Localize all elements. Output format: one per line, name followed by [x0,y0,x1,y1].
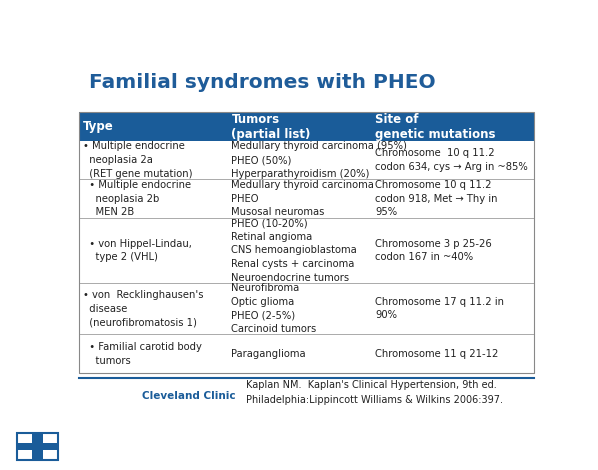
Text: Site of
genetic mutations: Site of genetic mutations [375,113,496,141]
Text: Type: Type [83,120,114,133]
Text: Chromosome 10 q 11.2
codon 918, Met → Thy in
95%: Chromosome 10 q 11.2 codon 918, Met → Th… [375,180,498,218]
Text: Kaplan NM.  Kaplan's Clinical Hypertension, 9th ed.
Philadelphia:Lippincott Will: Kaplan NM. Kaplan's Clinical Hypertensio… [246,380,504,405]
Text: • Multiple endocrine
    neoplasia 2b
    MEN 2B: • Multiple endocrine neoplasia 2b MEN 2B [83,180,191,218]
Bar [80,112,533,141]
Text: Medullary thyroid carcinoma (95%)
PHEO (50%)
Hyperparathyroidism (20%): Medullary thyroid carcinoma (95%) PHEO (… [231,141,407,179]
Bar [32,432,43,460]
Bar [17,443,57,450]
Text: Paraganglioma: Paraganglioma [231,349,306,359]
Text: • von Hippel-Lindau,
    type 2 (VHL): • von Hippel-Lindau, type 2 (VHL) [83,239,192,262]
Text: • Multiple endocrine
  neoplasia 2a
  (RET gene mutation): • Multiple endocrine neoplasia 2a (RET g… [83,141,193,179]
Text: Medullary thyroid carcinoma
PHEO
Musosal neuromas: Medullary thyroid carcinoma PHEO Musosal… [231,180,374,218]
Text: Chromosome 17 q 11.2 in
90%: Chromosome 17 q 11.2 in 90% [375,297,504,321]
Text: Chromosome  10 q 11.2
codon 634, cys → Arg in ~85%: Chromosome 10 q 11.2 codon 634, cys → Ar… [375,148,528,172]
Text: PHEO (10-20%)
Retinal angioma
CNS hemoangioblastoma
Renal cysts + carcinoma
Neur: PHEO (10-20%) Retinal angioma CNS hemoan… [231,218,357,282]
Text: Neurofibroma
Optic glioma
PHEO (2-5%)
Carcinoid tumors: Neurofibroma Optic glioma PHEO (2-5%) Ca… [231,283,317,334]
Text: Chromosome 11 q 21-12: Chromosome 11 q 21-12 [375,349,499,359]
Bar [80,112,533,373]
Text: Chromosome 3 p 25-26
codon 167 in ~40%: Chromosome 3 p 25-26 codon 167 in ~40% [375,239,492,262]
Text: Familial syndromes with PHEO: Familial syndromes with PHEO [89,73,435,92]
Text: Cleveland Clinic: Cleveland Clinic [142,391,236,400]
Text: • von  Recklinghausen's
  disease
  (neurofibromatosis 1): • von Recklinghausen's disease (neurofib… [83,290,203,327]
Text: Tumors
(partial list): Tumors (partial list) [231,113,311,141]
Text: • Familial carotid body
    tumors: • Familial carotid body tumors [83,342,202,366]
